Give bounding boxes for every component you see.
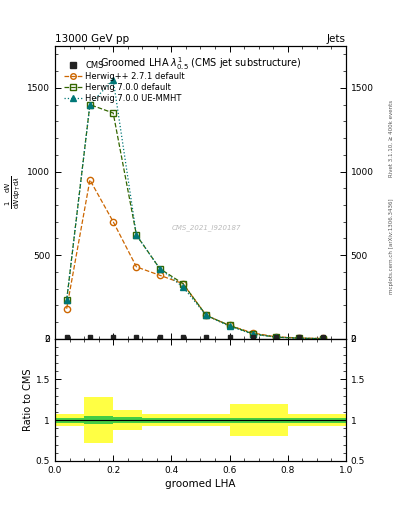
Text: Rivet 3.1.10, ≥ 400k events: Rivet 3.1.10, ≥ 400k events [389, 100, 393, 177]
Text: 13000 GeV pp: 13000 GeV pp [55, 33, 129, 44]
Text: Jets: Jets [327, 33, 346, 44]
Text: mcplots.cern.ch [arXiv:1306.3436]: mcplots.cern.ch [arXiv:1306.3436] [389, 198, 393, 293]
Y-axis label: Ratio to CMS: Ratio to CMS [23, 369, 33, 431]
X-axis label: groomed LHA: groomed LHA [165, 479, 236, 489]
Text: CMS_2021_I920187: CMS_2021_I920187 [171, 224, 241, 231]
Legend: CMS, Herwig++ 2.7.1 default, Herwig 7.0.0 default, Herwig 7.0.0 UE-MMHT: CMS, Herwig++ 2.7.1 default, Herwig 7.0.… [62, 59, 187, 104]
Y-axis label: $\frac{1}{\mathrm{d}N}\frac{\mathrm{d}N}{\mathrm{d}p_{T}\,\mathrm{d}\lambda}$: $\frac{1}{\mathrm{d}N}\frac{\mathrm{d}N}… [4, 176, 23, 209]
Text: Groomed LHA $\lambda^{1}_{0.5}$ (CMS jet substructure): Groomed LHA $\lambda^{1}_{0.5}$ (CMS jet… [100, 55, 301, 72]
